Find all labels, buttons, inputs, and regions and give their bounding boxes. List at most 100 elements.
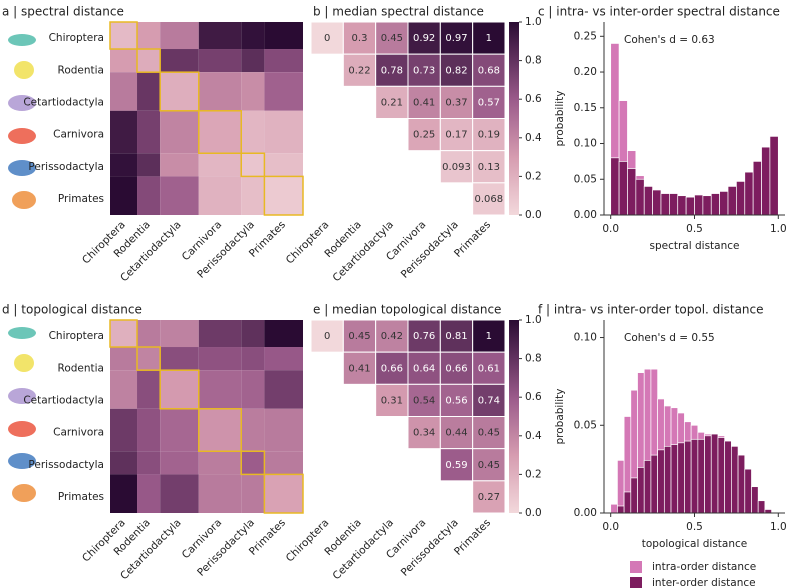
histogram-bar (643, 460, 652, 514)
heatmap-cell (241, 176, 265, 215)
cell-value: 0.64 (413, 363, 435, 374)
heatmap-cell (472, 182, 506, 216)
histogram-bar (769, 136, 779, 216)
histogram-bar (637, 467, 645, 514)
heatmap-cell (241, 370, 265, 409)
heatmap-cell (110, 176, 138, 215)
heatmap-cell (198, 22, 242, 50)
histogram-bar (635, 178, 645, 216)
heatmap-cell (241, 408, 265, 452)
cell-value: 0.25 (413, 130, 435, 141)
histogram-bar (630, 477, 638, 514)
histogram-bar (704, 435, 712, 514)
cell-value: 0.093 (442, 162, 471, 173)
legend-swatch (630, 561, 642, 573)
heatmap-cell (264, 110, 303, 154)
heatmap-cell (264, 347, 303, 371)
y-tick-label: Perissodactyla (28, 459, 104, 471)
legend-label: intra-order distance (652, 561, 756, 573)
heatmap-cell (160, 474, 199, 513)
histogram-bar (694, 194, 704, 216)
histogram-bar (752, 161, 762, 216)
heatmap-cell (439, 150, 474, 184)
cell-value: 0.31 (381, 395, 403, 406)
colorbar-tick-label: 1.0 (525, 16, 542, 28)
heatmap-cell (160, 49, 199, 73)
heatmap-cell (375, 85, 409, 120)
heatmap-cell (137, 72, 161, 111)
histogram-bar (610, 503, 618, 514)
y-tick-label: 0.00 (574, 209, 597, 221)
cell-value: 0.57 (478, 97, 500, 108)
histogram-bar (764, 509, 772, 514)
heatmap-cell (472, 480, 506, 514)
x-tick-label: 0.0 (602, 223, 619, 235)
heatmap-cell (137, 153, 161, 177)
cell-value: 0.41 (413, 97, 435, 108)
colorbar-tick-label: 0.8 (525, 353, 542, 365)
heatmap-cell (264, 176, 303, 215)
y-tick-label: Primates (58, 193, 104, 205)
heatmap-cell (241, 153, 265, 177)
heatmap-cell (241, 347, 265, 371)
y-tick-label: 0.10 (574, 332, 597, 344)
heatmap-cell (264, 320, 303, 348)
legend-label: inter-order distance (652, 577, 756, 588)
heatmap-cell (198, 110, 242, 154)
cell-value: 0.92 (413, 33, 435, 44)
histogram-bar (737, 454, 746, 514)
colorbar-tick-label: 0.8 (525, 55, 542, 67)
cell-value: 0.27 (478, 492, 500, 503)
cell-value: 0 (324, 331, 330, 342)
diagonal-block-outline (263, 473, 304, 514)
histogram-bar (650, 454, 658, 514)
colorbar-tick-label: 0.4 (525, 430, 542, 442)
cell-value: 0.45 (381, 33, 403, 44)
y-tick-label: Cetartiodactyla (23, 96, 104, 108)
cell-value: 0.13 (478, 162, 500, 173)
diagonal-block-outline (136, 346, 161, 371)
heatmap-cell (472, 351, 506, 385)
cell-value: 0.41 (348, 363, 370, 374)
y-tick-label: 0.20 (574, 66, 597, 78)
histogram-bar (736, 181, 746, 216)
cell-value: 0.22 (348, 65, 370, 76)
diagonal-block-outline (109, 319, 138, 348)
heatmap-cell (110, 320, 138, 348)
x-tick-label: 0.5 (686, 223, 703, 235)
heatmap-cell (198, 320, 242, 348)
histogram-bar (710, 193, 720, 216)
cell-value: 0.44 (445, 428, 467, 439)
heatmap-cell (472, 319, 506, 353)
colorbar-tick-label: 0.6 (525, 93, 542, 105)
y-tick-label: 0.05 (574, 173, 597, 185)
histogram-bar (652, 189, 662, 216)
heatmap-cell (160, 176, 199, 215)
heatmap-cell (241, 22, 265, 50)
heatmap-cell (241, 110, 265, 154)
heatmap-cell (264, 474, 303, 513)
diagonal-block-outline (159, 369, 200, 410)
histogram-bar (663, 445, 672, 514)
cell-value: 0.37 (445, 97, 467, 108)
heatmap-cell (439, 416, 474, 450)
cell-value: 0 (324, 33, 330, 44)
cell-value: 0.97 (445, 33, 467, 44)
histogram-bar (744, 171, 754, 216)
heatmap-cell (241, 474, 265, 513)
heatmap-cell (198, 153, 242, 177)
cell-value: 0.82 (445, 65, 467, 76)
heatmap-cell (110, 408, 138, 452)
histogram-bar (690, 438, 699, 514)
diagonal-block-outline (263, 175, 304, 216)
heatmap-cell (198, 370, 242, 409)
histogram-bar (757, 500, 766, 514)
x-tick-label: Perissodactyla (399, 219, 461, 281)
heatmap-cell (160, 72, 199, 111)
heatmap-cell (342, 351, 377, 385)
heatmap-cell (110, 474, 138, 513)
cell-value: 0.56 (445, 395, 467, 406)
x-tick-label: 1.0 (770, 521, 787, 533)
animal-icons (8, 34, 36, 502)
heatmap-cell (264, 72, 303, 111)
